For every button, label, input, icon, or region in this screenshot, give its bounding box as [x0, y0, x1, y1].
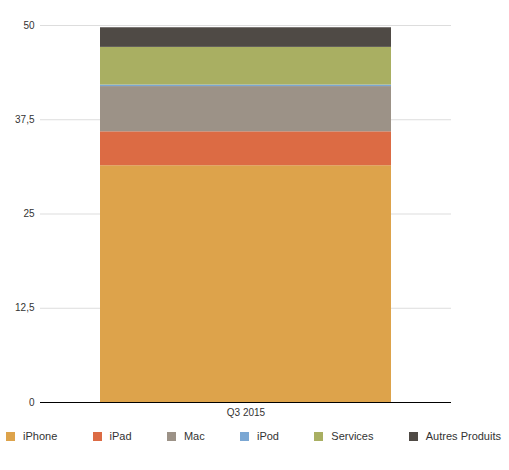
svg-text:Q3 2015: Q3 2015	[227, 407, 266, 418]
svg-text:37,5: 37,5	[15, 114, 35, 125]
svg-text:12,5: 12,5	[15, 302, 35, 313]
html-text:Services: Services	[331, 430, 374, 442]
svg-text:0: 0	[29, 397, 35, 408]
html-text:Mac: Mac	[183, 430, 205, 442]
html-text:iPhone: iPhone	[23, 430, 58, 442]
html-text:iPad: iPad	[109, 430, 132, 442]
svg-text:50: 50	[23, 20, 35, 31]
html-text:Autres Produits: Autres Produits	[425, 430, 501, 442]
html-text:iPod: iPod	[257, 430, 279, 442]
svg-text:25: 25	[23, 208, 35, 219]
